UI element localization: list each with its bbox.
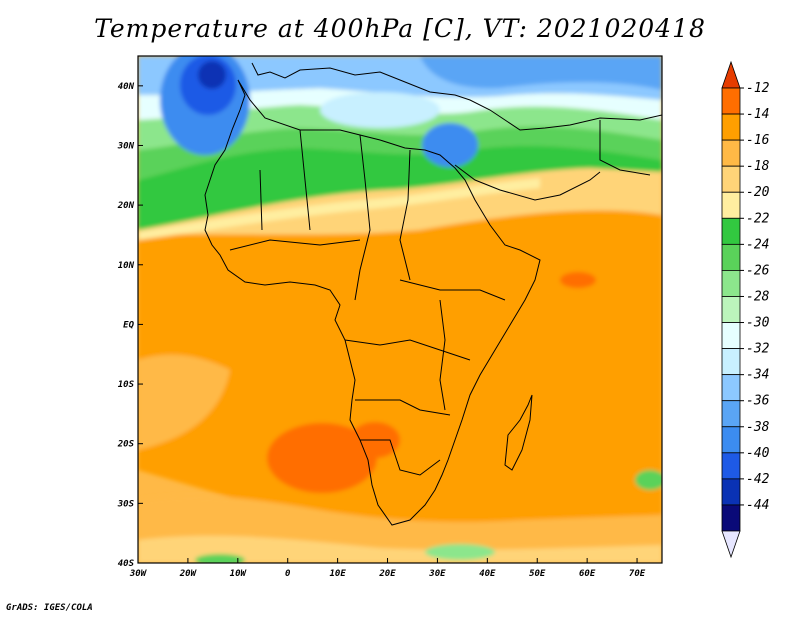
colorbar-label: -12: [746, 81, 770, 96]
colorbar-box: [721, 374, 741, 402]
lat-tick-label: 10S: [118, 380, 135, 390]
lat-tick-label: EQ: [123, 320, 134, 330]
map-title: Temperature at 400hPa [C], VT: 202102041…: [94, 14, 706, 43]
colorbar-label: -30: [746, 316, 770, 331]
colorbar-label: -26: [746, 263, 770, 278]
colorbar-label: -32: [746, 342, 770, 357]
lat-tick-label: 40N: [118, 82, 135, 92]
lon-tick-label: 20W: [179, 569, 198, 579]
lat-tick-label: 30N: [117, 141, 135, 151]
colorbar-box: [721, 348, 741, 376]
colorbar-bottom-arrow: [721, 530, 741, 559]
colorbar-box: [721, 478, 741, 506]
latitude-axis: 40N 30N 20N 10N EQ 10S 20S 30S 40S: [117, 82, 143, 569]
temperature-field: [138, 56, 662, 563]
colorbar-box: [721, 400, 741, 428]
colorbar-box: [721, 452, 741, 480]
colorbar-label: -44: [746, 498, 769, 513]
lon-tick-label: 60E: [579, 569, 596, 579]
lon-tick-label: 30E: [428, 569, 446, 579]
colorbar-box: [721, 113, 741, 141]
lat-tick-label: 20S: [117, 440, 135, 450]
colorbar-box: [721, 243, 741, 271]
colorbar-box: [721, 426, 741, 454]
colorbar-label: -24: [746, 237, 769, 252]
lon-tick-label: 10W: [230, 569, 248, 579]
colorbar-box: [721, 322, 741, 349]
colorbar-label: -42: [746, 472, 770, 487]
colorbar-label: -20: [746, 185, 770, 200]
lat-tick-label: 20N: [117, 201, 135, 211]
colorbar-label: -38: [746, 420, 770, 435]
colorbar-box: [721, 504, 741, 532]
lon-tick-label: 20E: [378, 569, 396, 579]
grads-credit: GrADS: IGES/COLA: [6, 603, 93, 613]
colorbar-label: -16: [746, 133, 770, 148]
coastlines: [204, 62, 662, 526]
lon-tick-label: 30W: [129, 569, 148, 579]
colorbar-label: -14: [746, 107, 769, 122]
lon-tick-label: 0: [285, 569, 291, 579]
colorbar-top-arrow: [721, 60, 741, 89]
colorbar-label: -28: [746, 289, 770, 304]
colorbar-label: -18: [746, 159, 770, 174]
plot-frame: [137, 55, 663, 564]
colorbar: -12 -14 -16 -18 -20 -22 -24 -26 -28 -30 -32 -34 -36 -…: [721, 60, 770, 559]
colorbar-box: [721, 270, 741, 297]
lat-tick-label: 10N: [118, 261, 135, 271]
lat-tick-label: 40S: [118, 559, 135, 569]
lon-tick-label: 10E: [329, 569, 346, 579]
lon-tick-label: 50E: [529, 569, 546, 579]
colorbar-box: [721, 191, 741, 219]
colorbar-box: [721, 87, 741, 115]
colorbar-box: [721, 217, 741, 245]
colorbar-box: [721, 165, 741, 193]
lon-tick-label: 40E: [479, 569, 496, 579]
colorbar-label: -40: [746, 446, 770, 461]
colorbar-label: -36: [746, 394, 770, 409]
colorbar-box: [721, 296, 741, 323]
lon-tick-label: 70E: [629, 569, 646, 579]
lat-tick-label: 30S: [117, 499, 135, 509]
colorbar-label: -22: [746, 211, 770, 226]
longitude-axis: 30W 20W 10W 0 10E 20E 30E 40E 50E 60E 70E: [129, 558, 646, 579]
colorbar-box: [721, 139, 741, 167]
colorbar-label: -34: [746, 368, 769, 383]
